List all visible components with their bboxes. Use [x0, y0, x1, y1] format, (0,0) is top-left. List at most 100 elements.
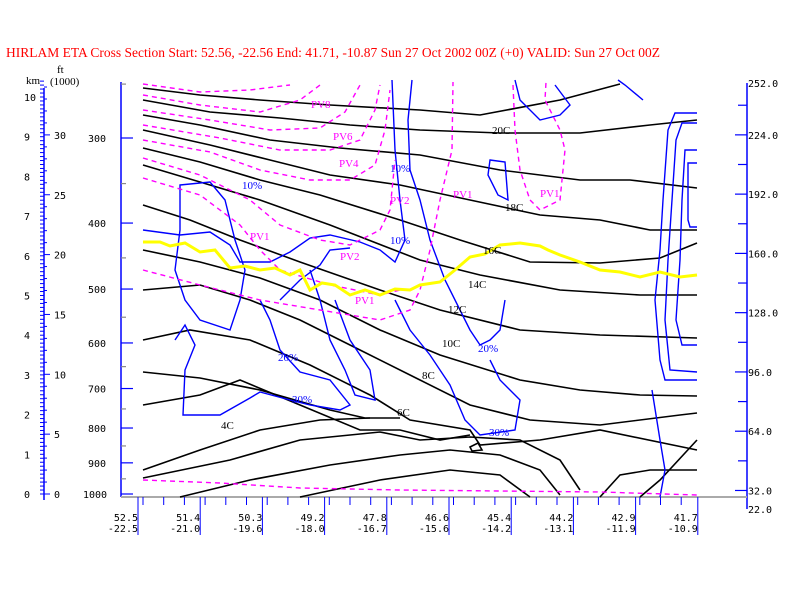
- rh-line: [174, 299, 352, 416]
- rh-label: 10%: [242, 180, 262, 192]
- pressure-tick-label: 1000: [83, 490, 107, 501]
- latitude-tick-label: 42.9: [612, 513, 636, 524]
- ft-tick-label: 5: [54, 430, 60, 441]
- ft-axis-unit: ft: [57, 64, 64, 76]
- ft-tick-label: 30: [54, 131, 66, 142]
- isotherm-label: 12C: [448, 304, 466, 316]
- longitude-tick-label: -18.0: [294, 524, 324, 535]
- longitude-tick-label: -15.6: [419, 524, 449, 535]
- longitude-tick-label: -10.9: [668, 524, 698, 535]
- ft-tick-label: 0: [54, 490, 60, 501]
- isotherm-line: [142, 99, 698, 134]
- km-tick-label: 5: [24, 292, 30, 303]
- rh-line: [309, 269, 376, 401]
- longitude-tick-label: -11.9: [605, 524, 635, 535]
- isotherm-line: [142, 431, 581, 491]
- ft-axis-multiplier: (1000): [50, 76, 80, 88]
- pv-label: PV1: [355, 295, 375, 307]
- isotherm-line: [142, 417, 371, 471]
- isotherm-labels: 20C 18C 16C 14C 12C 10C 8C 6C 4C: [221, 125, 523, 432]
- pressure-tick-label: 400: [88, 219, 106, 230]
- ft-tick-label: 20: [54, 251, 66, 262]
- rh-line: [617, 79, 644, 101]
- pressure-tick-label: 500: [88, 285, 106, 296]
- isotherm-label: 16C: [483, 245, 501, 257]
- latitude-tick-label: 41.7: [674, 513, 698, 524]
- rh-label: 10%: [390, 235, 410, 247]
- km-tick-label: 3: [24, 371, 30, 382]
- chart-title: HIRLAM ETA Cross Section Start: 52.56, -…: [6, 45, 661, 60]
- right-axis-tick-label: 96.0: [748, 368, 772, 379]
- isotherm-label: 10C: [442, 338, 460, 350]
- pv-line: [142, 84, 321, 113]
- pv-line: [142, 84, 361, 131]
- isotherm-label: 4C: [221, 420, 234, 432]
- right-axis-tick-label: 160.0: [748, 249, 778, 260]
- isotherm-line: [142, 164, 697, 296]
- ft-tick-label: 25: [54, 191, 66, 202]
- isotherm-contours: [142, 83, 698, 498]
- km-tick-label: 8: [24, 172, 30, 183]
- rh-line: [487, 159, 509, 202]
- isotherm-line: [179, 449, 561, 498]
- pv-label: PV6: [333, 131, 353, 143]
- rh-label: 30%: [489, 427, 509, 439]
- longitude-tick-label: -14.2: [481, 524, 511, 535]
- rh-contours: [142, 79, 698, 498]
- isotherm-line: [142, 83, 621, 116]
- right-axis-tick-label: 192.0: [748, 190, 778, 201]
- latitude-tick-label: 52.5: [114, 513, 138, 524]
- latitude-tick-label: 49.2: [301, 513, 325, 524]
- rh-line: [174, 181, 246, 331]
- latitude-tick-label: 46.6: [425, 513, 449, 524]
- longitude-tick-label: -22.5: [108, 524, 138, 535]
- pv-label: PV1: [453, 189, 473, 201]
- km-tick-label: 1: [24, 450, 30, 461]
- rh-line: [687, 162, 697, 228]
- rh-line: [654, 112, 697, 381]
- longitude-tick-label: -16.7: [357, 524, 387, 535]
- tropopause-line: [143, 240, 698, 297]
- ft-tick-label: 15: [54, 310, 66, 321]
- km-tick-label: 2: [24, 411, 30, 422]
- isotherm-line: [142, 329, 698, 451]
- axis-ticks: [40, 80, 747, 535]
- pressure-tick-label: 600: [88, 339, 106, 350]
- isotherm-line: [142, 249, 698, 397]
- isotherm-label: 20C: [492, 125, 510, 137]
- rh-labels: 10% 10% 10% 20% 20% 30% 30%: [242, 163, 509, 439]
- isotherm-line: [639, 439, 698, 498]
- pv-line: [142, 83, 291, 93]
- rh-line: [279, 247, 351, 301]
- pv-line: [142, 81, 454, 321]
- km-axis-unit: km: [26, 75, 41, 87]
- pv-label: PV8: [311, 99, 331, 111]
- km-tick-label: 6: [24, 252, 30, 263]
- rh-label: 30%: [292, 394, 312, 406]
- latitude-tick-label: 50.3: [238, 513, 262, 524]
- pv-line: [512, 81, 566, 211]
- pv-label: PV2: [340, 251, 360, 263]
- pv-label: PV2: [390, 195, 410, 207]
- axis-labels: 0 1 2 3 4 5 6 7 8 9 10 0 5 10 15 20 25 30 300 400 500 600 700 8…: [24, 79, 778, 535]
- ft-tick-label: 10: [54, 370, 66, 381]
- isotherm-line: [142, 371, 400, 419]
- rh-line: [675, 149, 697, 346]
- km-tick-label: 0: [24, 490, 30, 501]
- rh-label: 20%: [278, 352, 298, 364]
- isotherm-line: [142, 129, 697, 231]
- rh-line: [651, 389, 666, 498]
- isotherm-line: [142, 379, 471, 441]
- km-tick-label: 10: [24, 93, 36, 104]
- pv-line: [142, 89, 391, 181]
- isotherm-line: [142, 284, 698, 426]
- longitude-tick-label: -21.0: [170, 524, 200, 535]
- pv-label: PV4: [339, 158, 359, 170]
- rh-line: [514, 79, 571, 121]
- isotherm-label: 6C: [397, 407, 410, 419]
- rh-label: 10%: [390, 163, 410, 175]
- isotherm-label: 14C: [468, 279, 486, 291]
- pressure-tick-label: 900: [88, 459, 106, 470]
- isotherm-line: [142, 114, 698, 189]
